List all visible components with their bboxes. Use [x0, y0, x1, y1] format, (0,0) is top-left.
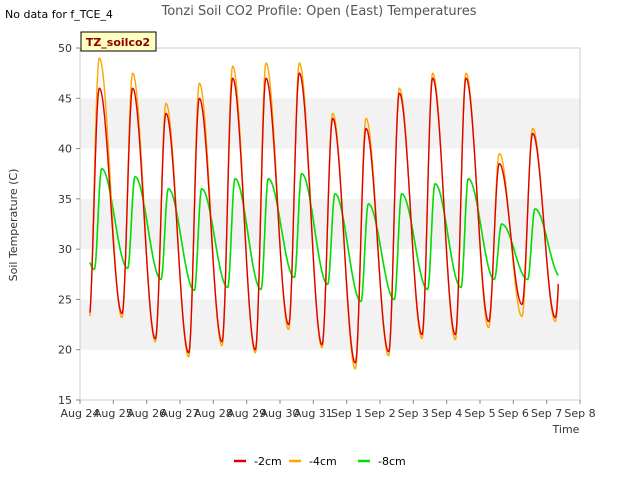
y-tick-label: 45 [58, 92, 72, 105]
y-tick-label: 15 [58, 394, 72, 407]
chart-title: Tonzi Soil CO2 Profile: Open (East) Temp… [160, 4, 476, 19]
x-tick-label: Sep 7 [531, 407, 562, 420]
legend-label: -8cm [378, 455, 406, 468]
annotation-box: TZ_soilco2 [80, 31, 157, 52]
y-tick-label: 40 [58, 143, 72, 156]
series-line-2cm [89, 72, 559, 364]
x-tick-label: Aug 30 [261, 407, 300, 420]
x-tick-label: Sep 4 [431, 407, 462, 420]
x-tick-label: Sep 8 [564, 407, 595, 420]
grid-band [80, 349, 580, 400]
x-tick-label: Sep 3 [398, 407, 429, 420]
y-axis-ticks: 15 20 25 30 35 40 45 50 [58, 42, 80, 407]
legend: -2cm -4cm -8cm [234, 455, 406, 468]
series-line-8cm [89, 167, 559, 303]
x-axis-label: Time [552, 423, 580, 436]
no-data-note: No data for f_TCE_4 [5, 8, 113, 21]
grid-band [80, 48, 580, 99]
x-tick-label: Aug 27 [161, 407, 200, 420]
x-tick-label: Aug 24 [61, 407, 100, 420]
series-layer [89, 57, 559, 370]
plot-frame [79, 47, 581, 401]
grid-band [80, 299, 580, 350]
y-tick-label: 35 [58, 193, 72, 206]
y-axis-label: Soil Temperature (C) [7, 169, 20, 282]
x-tick-label: Aug 28 [194, 407, 233, 420]
y-tick-label: 25 [58, 293, 72, 306]
x-tick-label: Aug 29 [227, 407, 266, 420]
x-tick-label: Sep 2 [364, 407, 395, 420]
y-tick-label: 50 [58, 42, 72, 55]
x-tick-label: Aug 25 [94, 407, 133, 420]
grid-band [80, 198, 580, 250]
y-tick-label: 30 [58, 243, 72, 256]
grid-bands [80, 48, 580, 400]
x-tick-label: Aug 26 [127, 407, 166, 420]
annotation-label: TZ_soilco2 [86, 36, 150, 49]
legend-label: -2cm [254, 455, 282, 468]
x-tick-label: Aug 31 [294, 407, 333, 420]
x-tick-label: Sep 1 [331, 407, 362, 420]
x-tick-label: Sep 5 [464, 407, 495, 420]
y-tick-label: 20 [58, 344, 72, 357]
x-tick-label: Sep 6 [498, 407, 529, 420]
legend-label: -4cm [309, 455, 337, 468]
